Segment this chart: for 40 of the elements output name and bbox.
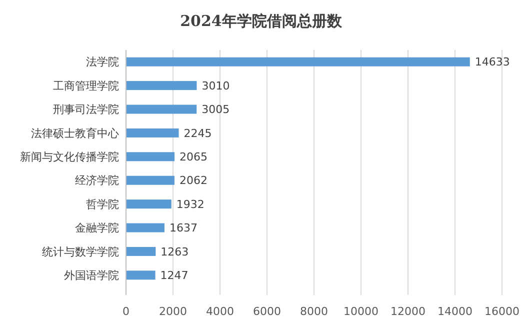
bar <box>126 104 197 114</box>
data-label: 2065 <box>180 150 208 164</box>
bar <box>126 246 156 256</box>
bar <box>126 270 156 280</box>
data-label: 1247 <box>160 269 188 282</box>
x-tick-label: 8000 <box>300 305 328 318</box>
y-tick-label: 统计与数学学院 <box>42 245 119 258</box>
x-tick-label: 16000 <box>484 305 520 318</box>
x-tick-label: 10000 <box>344 305 378 318</box>
y-tick-label: 外国语学院 <box>64 269 119 282</box>
y-tick-label: 法律硕士教育中心 <box>31 126 119 140</box>
bar <box>126 128 179 138</box>
x-tick-label: 12000 <box>390 305 426 318</box>
data-label: 1263 <box>160 245 189 258</box>
y-tick-label: 哲学院 <box>86 198 119 211</box>
data-label: 2245 <box>184 126 212 140</box>
data-label: 1637 <box>169 222 198 235</box>
data-label: 3005 <box>202 103 230 116</box>
data-label: 3010 <box>202 79 230 92</box>
bar <box>126 200 172 209</box>
bar <box>126 152 175 162</box>
y-tick-label: 刑事司法学院 <box>53 103 119 116</box>
y-tick-label: 新闻与文化传播学院 <box>20 150 119 164</box>
data-label: 2062 <box>179 174 208 188</box>
y-tick-label: 经济学院 <box>75 174 119 188</box>
bar <box>126 81 197 90</box>
bar <box>126 223 164 232</box>
bar <box>126 57 470 66</box>
bar <box>126 176 174 185</box>
y-tick-label: 金融学院 <box>75 222 119 235</box>
x-tick-label: 2000 <box>159 305 187 318</box>
data-label: 1932 <box>176 198 204 211</box>
x-tick-label: 0 <box>122 305 130 318</box>
y-tick-label: 工商管理学院 <box>53 79 119 92</box>
x-tick-label: 6000 <box>253 305 281 318</box>
y-tick-label: 法学院 <box>86 56 119 69</box>
x-tick-label: 4000 <box>206 305 234 318</box>
chart-title: 2024年学院借阅总册数 <box>180 12 343 30</box>
x-tick-label: 14000 <box>438 305 472 318</box>
data-label: 14633 <box>474 56 510 69</box>
